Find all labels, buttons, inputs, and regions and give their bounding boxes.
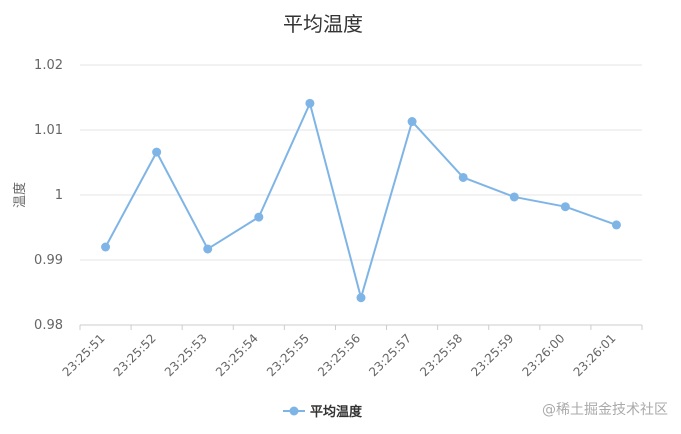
x-tick-label: 23:26:01: [571, 331, 619, 379]
y-tick-label: 0.99: [34, 253, 63, 268]
y-axis-ticks: 0.98 0.99 1 1.01 1.02: [34, 58, 63, 333]
data-point[interactable]: [203, 244, 213, 254]
x-tick-label: 23:25:59: [468, 331, 516, 379]
y-tick-label: 0.98: [34, 318, 63, 333]
legend[interactable]: 平均温度: [283, 404, 363, 420]
x-tick-label: 23:25:58: [417, 331, 465, 379]
y-tick-label: 1.02: [34, 58, 63, 73]
data-point[interactable]: [254, 212, 264, 222]
data-point[interactable]: [560, 202, 570, 212]
y-axis-label: 温度: [12, 182, 28, 208]
series-layer: [101, 98, 621, 303]
y-tick-label: 1: [55, 188, 63, 203]
x-tick-label: 23:26:00: [519, 331, 567, 379]
x-tick-label: 23:25:56: [315, 331, 363, 379]
legend-marker-icon: [289, 406, 299, 416]
x-tick-label: 23:25:52: [111, 331, 159, 379]
legend-label: 平均温度: [310, 404, 363, 420]
series-line: [104, 102, 617, 299]
x-tick-label: 23:25:51: [60, 331, 108, 379]
data-point[interactable]: [101, 242, 111, 252]
watermark: @稀土掘金技术社区: [542, 402, 668, 418]
x-tick-label: 23:25:54: [213, 331, 261, 379]
chart-title: 平均温度: [283, 12, 363, 36]
data-point[interactable]: [611, 220, 621, 230]
grid: [80, 64, 642, 326]
x-axis: 23:25:51 23:25:52 23:25:53 23:25:54 23:25:55…: [60, 325, 643, 379]
x-tick-label: 23:25:57: [366, 331, 414, 379]
x-tick-label: 23:25:53: [162, 331, 210, 379]
data-point[interactable]: [305, 98, 315, 108]
y-tick-label: 1.01: [34, 123, 63, 138]
data-point[interactable]: [152, 147, 162, 157]
data-point[interactable]: [356, 293, 366, 303]
data-point[interactable]: [407, 117, 417, 127]
data-point[interactable]: [509, 192, 519, 202]
data-point[interactable]: [458, 172, 468, 182]
x-tick-label: 23:25:55: [264, 331, 312, 379]
